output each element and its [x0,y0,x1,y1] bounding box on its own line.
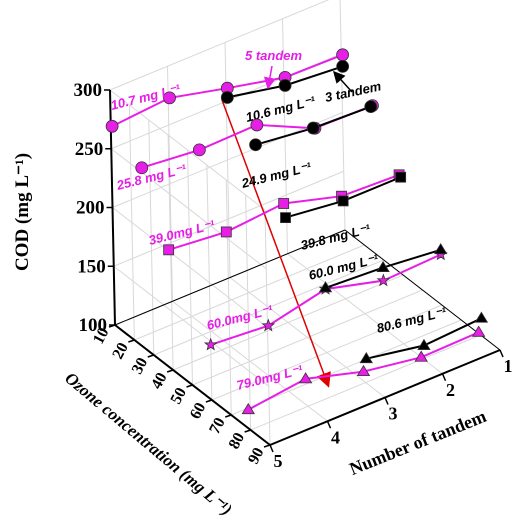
marker [356,364,371,377]
annotation-arrow [332,70,353,93]
grid-line [192,289,423,386]
frame-line [344,229,501,351]
marker [414,350,428,362]
marker [241,402,255,415]
grid-line [211,304,443,401]
marker [417,338,431,350]
marker [433,242,448,255]
y-tick-label: 80 [226,430,249,452]
y-tick-label: 70 [206,415,229,437]
annotation: 5 tandem [245,48,303,63]
marker [278,198,290,209]
marker [192,143,206,157]
x-tick [269,444,274,453]
marker [474,311,489,323]
y-tick-label: 90 [245,445,268,467]
z-tick-label: 200 [76,198,105,219]
y-tick-label: 20 [109,340,132,362]
x-tick-label: 1 [504,356,513,376]
z-axis-title: COD (mg L⁻¹) [12,153,33,271]
marker [220,91,234,104]
marker [250,118,264,132]
marker [249,138,262,152]
x-tick [441,373,447,382]
x-tick-label: 3 [389,404,398,424]
z-tick-label: 300 [74,80,103,101]
marker [203,337,218,351]
z-tick-label: 100 [79,315,108,336]
marker [318,281,333,293]
marker [261,318,276,332]
grid-line [128,104,135,341]
marker [337,195,349,207]
y-tick-label: 30 [129,355,152,377]
marker [336,48,350,62]
grid-line [134,244,365,341]
x-tick-label: 4 [331,427,340,447]
y-tick-label: 40 [148,370,171,392]
trend-arrow [221,99,331,388]
grid-line [206,164,213,401]
grid-line [224,42,231,278]
grid-line [187,149,193,386]
grid-line [245,194,252,431]
grid-line [167,66,173,302]
marker [364,100,378,114]
y-tick-label: 60 [187,400,210,422]
grid-line [172,274,404,371]
x-tick-label: 2 [446,380,455,400]
z-tick-label: 250 [75,139,104,160]
marker [395,171,407,183]
marker [278,79,292,92]
x-tick [326,420,332,429]
marker [220,226,232,238]
annotation-arrow [263,65,276,90]
marker [306,121,320,135]
z-tick-label: 150 [77,256,106,277]
marker [135,161,149,175]
marker [163,244,175,256]
marker [280,212,291,224]
marker [376,273,391,287]
y-tick-label: 10 [90,325,113,347]
y-tick-label: 50 [168,385,191,407]
marker [163,91,176,105]
marker [359,351,373,364]
marker [105,119,119,133]
marker [336,60,350,73]
x-tick-label: 5 [274,451,283,471]
grid-line [250,334,481,431]
marker [298,372,313,384]
x-tick [384,397,389,405]
x-axis-line [269,349,501,446]
x-tick [499,349,504,358]
grid-line [225,179,232,416]
grid-line [148,119,155,356]
marker [471,325,486,337]
frame-line [114,229,346,326]
marker [376,260,390,273]
y-axis-line [114,324,271,446]
grid-line [153,259,384,356]
y-tick [108,324,116,328]
